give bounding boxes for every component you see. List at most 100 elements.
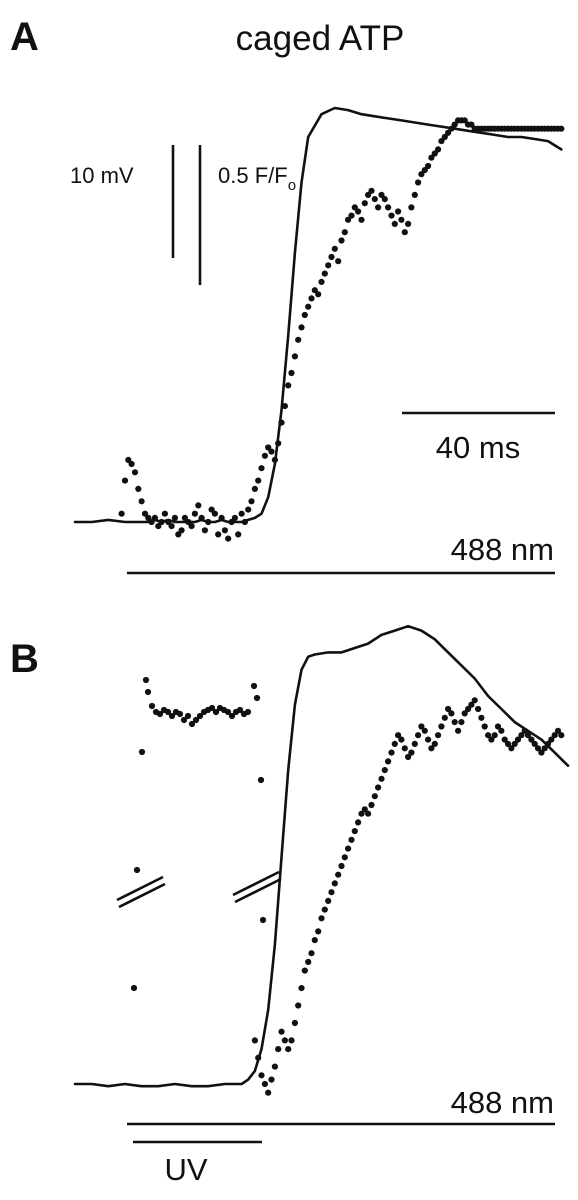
fluorescence-point (365, 191, 372, 198)
illumination-label-488-b: 488 nm (451, 1085, 554, 1120)
fluorescence-point (221, 527, 228, 534)
fluorescence-point (438, 723, 445, 730)
fluorescence-point (215, 531, 222, 538)
axis-break-stroke (232, 870, 280, 897)
fluorescence-point (411, 191, 418, 198)
fluorescence-point (381, 196, 388, 203)
data-point (257, 776, 265, 784)
fluorescence-point (225, 535, 232, 542)
fluorescence-point (408, 749, 415, 756)
fluorescence-point (338, 862, 345, 870)
fluorescence-point (405, 753, 412, 761)
fluorescence-point (311, 937, 318, 944)
fluorescence-point (428, 154, 435, 161)
fluorescence-point (348, 836, 355, 843)
panel-label-b: B (10, 637, 39, 681)
fluorescence-point (558, 125, 565, 132)
plot-panel-b (73, 624, 570, 1096)
fluorescence-point (358, 810, 365, 817)
fluorescence-point (144, 688, 152, 696)
fluorescence-point (245, 506, 252, 513)
fluorescence-point (488, 736, 495, 743)
fluorescence-point (295, 336, 302, 343)
fluorescence-point (408, 204, 415, 211)
fluorescence-point (534, 745, 542, 752)
fluorescence-point (435, 146, 442, 153)
fluorescence-point (158, 518, 165, 526)
fluorescence-point (268, 1076, 275, 1083)
axis-break-stroke (118, 882, 166, 909)
fluorescence-point (385, 758, 392, 765)
fluorescence-point (544, 740, 552, 748)
fluorescence-point (455, 727, 462, 734)
fluorescence-point (501, 736, 508, 743)
fluorescence-point (196, 712, 204, 720)
fluorescence-point (315, 928, 322, 935)
fluorescence-point (431, 740, 438, 748)
fluorescence-point (191, 510, 198, 517)
fluorescence-point (401, 745, 408, 752)
fluorescence-point (291, 353, 298, 360)
fluorescence-point (156, 710, 164, 718)
fluorescence-point (388, 749, 395, 756)
fluorescence-point (244, 708, 252, 716)
fluorescence-point (425, 162, 432, 170)
fluorescence-point (514, 736, 522, 743)
fluorescence-point (218, 514, 225, 522)
axis-break-left (116, 875, 166, 909)
fluorescence-point (358, 216, 365, 223)
fluorescence-point (491, 732, 498, 739)
fluorescence-point (138, 498, 145, 505)
fluorescence-point (192, 716, 200, 724)
fluorescence-point (375, 784, 382, 791)
fluorescence-point (371, 793, 378, 800)
fluorescence-point (475, 705, 482, 713)
fluorescence-point (188, 720, 196, 728)
fluorescence-point (425, 736, 432, 743)
fluorescence-point (128, 460, 135, 468)
fluorescence-point (331, 880, 338, 887)
fluorescence-point (395, 208, 402, 215)
data-point (138, 748, 146, 756)
fluorescence-point (398, 216, 405, 223)
fluorescence-point (301, 967, 308, 974)
fluorescence-point (541, 745, 548, 752)
fluorescence-point (551, 732, 558, 739)
voltage-scale-label: 10 mV (70, 163, 134, 188)
fluorescence-point (548, 736, 555, 743)
fluorescence-point (368, 801, 375, 809)
time-scale-label: 40 ms (436, 430, 520, 465)
fluorescence-point (451, 121, 458, 128)
fluorescence-point (405, 220, 412, 227)
fluorescence-point (421, 727, 428, 734)
fluorescence-point (428, 745, 435, 752)
fluorescence-point (361, 200, 368, 207)
fluorescence-point (261, 1080, 268, 1088)
illumination-label-488-a: 488 nm (451, 532, 554, 567)
fluorescence-point (335, 258, 342, 265)
fluorescence-point (228, 712, 236, 720)
fluorescence-point (471, 697, 478, 704)
fluorescence-point (285, 382, 292, 389)
fluorescence-point (131, 469, 139, 476)
fluorescence-point (378, 191, 385, 198)
fluorescence-point (255, 477, 262, 484)
fluorescence-point (271, 456, 278, 463)
axis-break-stroke (234, 877, 282, 904)
fluorescence-point (511, 740, 518, 748)
data-point (142, 676, 150, 684)
fluorescence-point (385, 204, 392, 211)
fluorescence-point (311, 287, 318, 294)
fluorescence-point (118, 510, 125, 517)
fluorescence-point (441, 133, 448, 141)
fluorescence-scale-label: 0.5 F/Fo (218, 163, 296, 194)
data-point (133, 866, 141, 874)
illumination-label-uv: UV (164, 1152, 207, 1187)
fluorescence-point (528, 736, 535, 743)
fluorescence-point (241, 518, 248, 526)
fluorescence-point (176, 710, 184, 718)
fluorescence-point (141, 510, 149, 517)
fluorescence-point (248, 498, 255, 505)
fluorescence-point (281, 403, 288, 410)
fluorescence-point (258, 1072, 265, 1079)
